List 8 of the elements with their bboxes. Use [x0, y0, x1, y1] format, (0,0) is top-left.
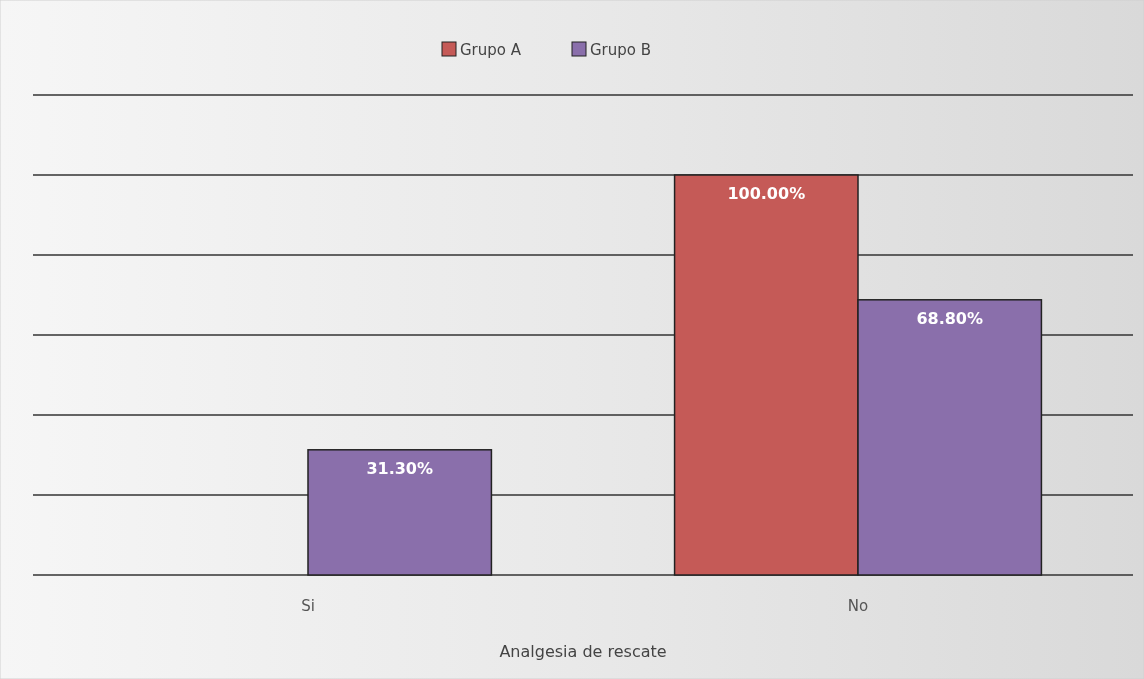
legend-label: Grupo B [590, 41, 652, 59]
data-label: 68.80% [916, 308, 984, 328]
x-tick-label: No [847, 597, 869, 615]
x-tick-label: Si [301, 597, 315, 615]
data-label: 100.00% [727, 184, 806, 203]
legend-label: Grupo A [460, 41, 522, 59]
data-label: 31.30% [366, 458, 434, 478]
x-axis-title: Analgesia de rescate [499, 642, 667, 661]
